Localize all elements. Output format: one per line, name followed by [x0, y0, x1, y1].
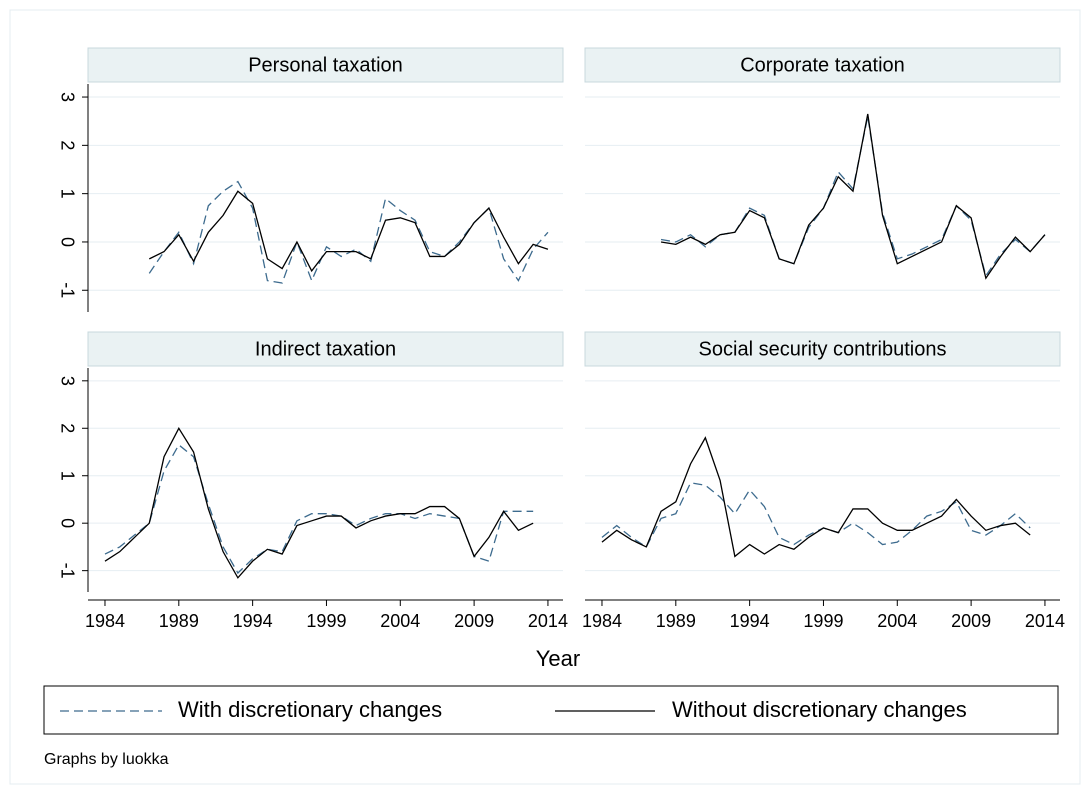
panel-title: Corporate taxation	[740, 54, 905, 76]
legend-label: With discretionary changes	[178, 697, 442, 722]
y-tick-label: -1	[57, 563, 77, 579]
series-line	[660, 113, 1046, 280]
x-tick-label: 2009	[454, 611, 494, 631]
series-line	[601, 482, 1031, 548]
y-tick-label: 3	[57, 376, 77, 386]
y-tick-label: 2	[57, 140, 77, 150]
y-tick-label: -1	[57, 282, 77, 298]
panel-header	[87, 47, 564, 83]
y-tick-label: 2	[57, 423, 77, 433]
x-axis-label: Year	[536, 646, 580, 671]
x-tick-label: 1984	[85, 611, 125, 631]
panel-title: Personal taxation	[248, 54, 403, 76]
series-line	[601, 436, 1031, 558]
panel-header	[584, 47, 1061, 83]
panel-header	[87, 331, 564, 367]
x-tick-label: 1999	[803, 611, 843, 631]
y-tick-label: 0	[57, 237, 77, 247]
x-tick-label: 2014	[1025, 611, 1065, 631]
x-tick-label: 1999	[306, 611, 346, 631]
legend-label: Without discretionary changes	[672, 697, 967, 722]
series-line	[104, 426, 534, 579]
x-tick-label: 1994	[233, 611, 273, 631]
x-tick-label: 2004	[877, 611, 917, 631]
y-tick-label: 1	[57, 189, 77, 199]
series-line	[148, 190, 549, 273]
x-tick-label: 2014	[528, 611, 568, 631]
series-line	[148, 180, 549, 284]
panel-title: Social security contributions	[699, 338, 947, 360]
panel-title: Indirect taxation	[255, 338, 396, 360]
y-tick-label: 3	[57, 92, 77, 102]
x-tick-label: 1994	[730, 611, 770, 631]
y-tick-label: 1	[57, 471, 77, 481]
note: Graphs by luokka	[44, 751, 169, 768]
x-tick-label: 1989	[656, 611, 696, 631]
x-tick-label: 2009	[951, 611, 991, 631]
panel-header	[584, 331, 1061, 367]
x-tick-label: 1984	[582, 611, 622, 631]
y-tick-label: 0	[57, 518, 77, 528]
background	[9, 9, 1081, 785]
x-tick-label: 1989	[159, 611, 199, 631]
legend-box	[43, 685, 1059, 735]
x-tick-label: 2004	[380, 611, 420, 631]
